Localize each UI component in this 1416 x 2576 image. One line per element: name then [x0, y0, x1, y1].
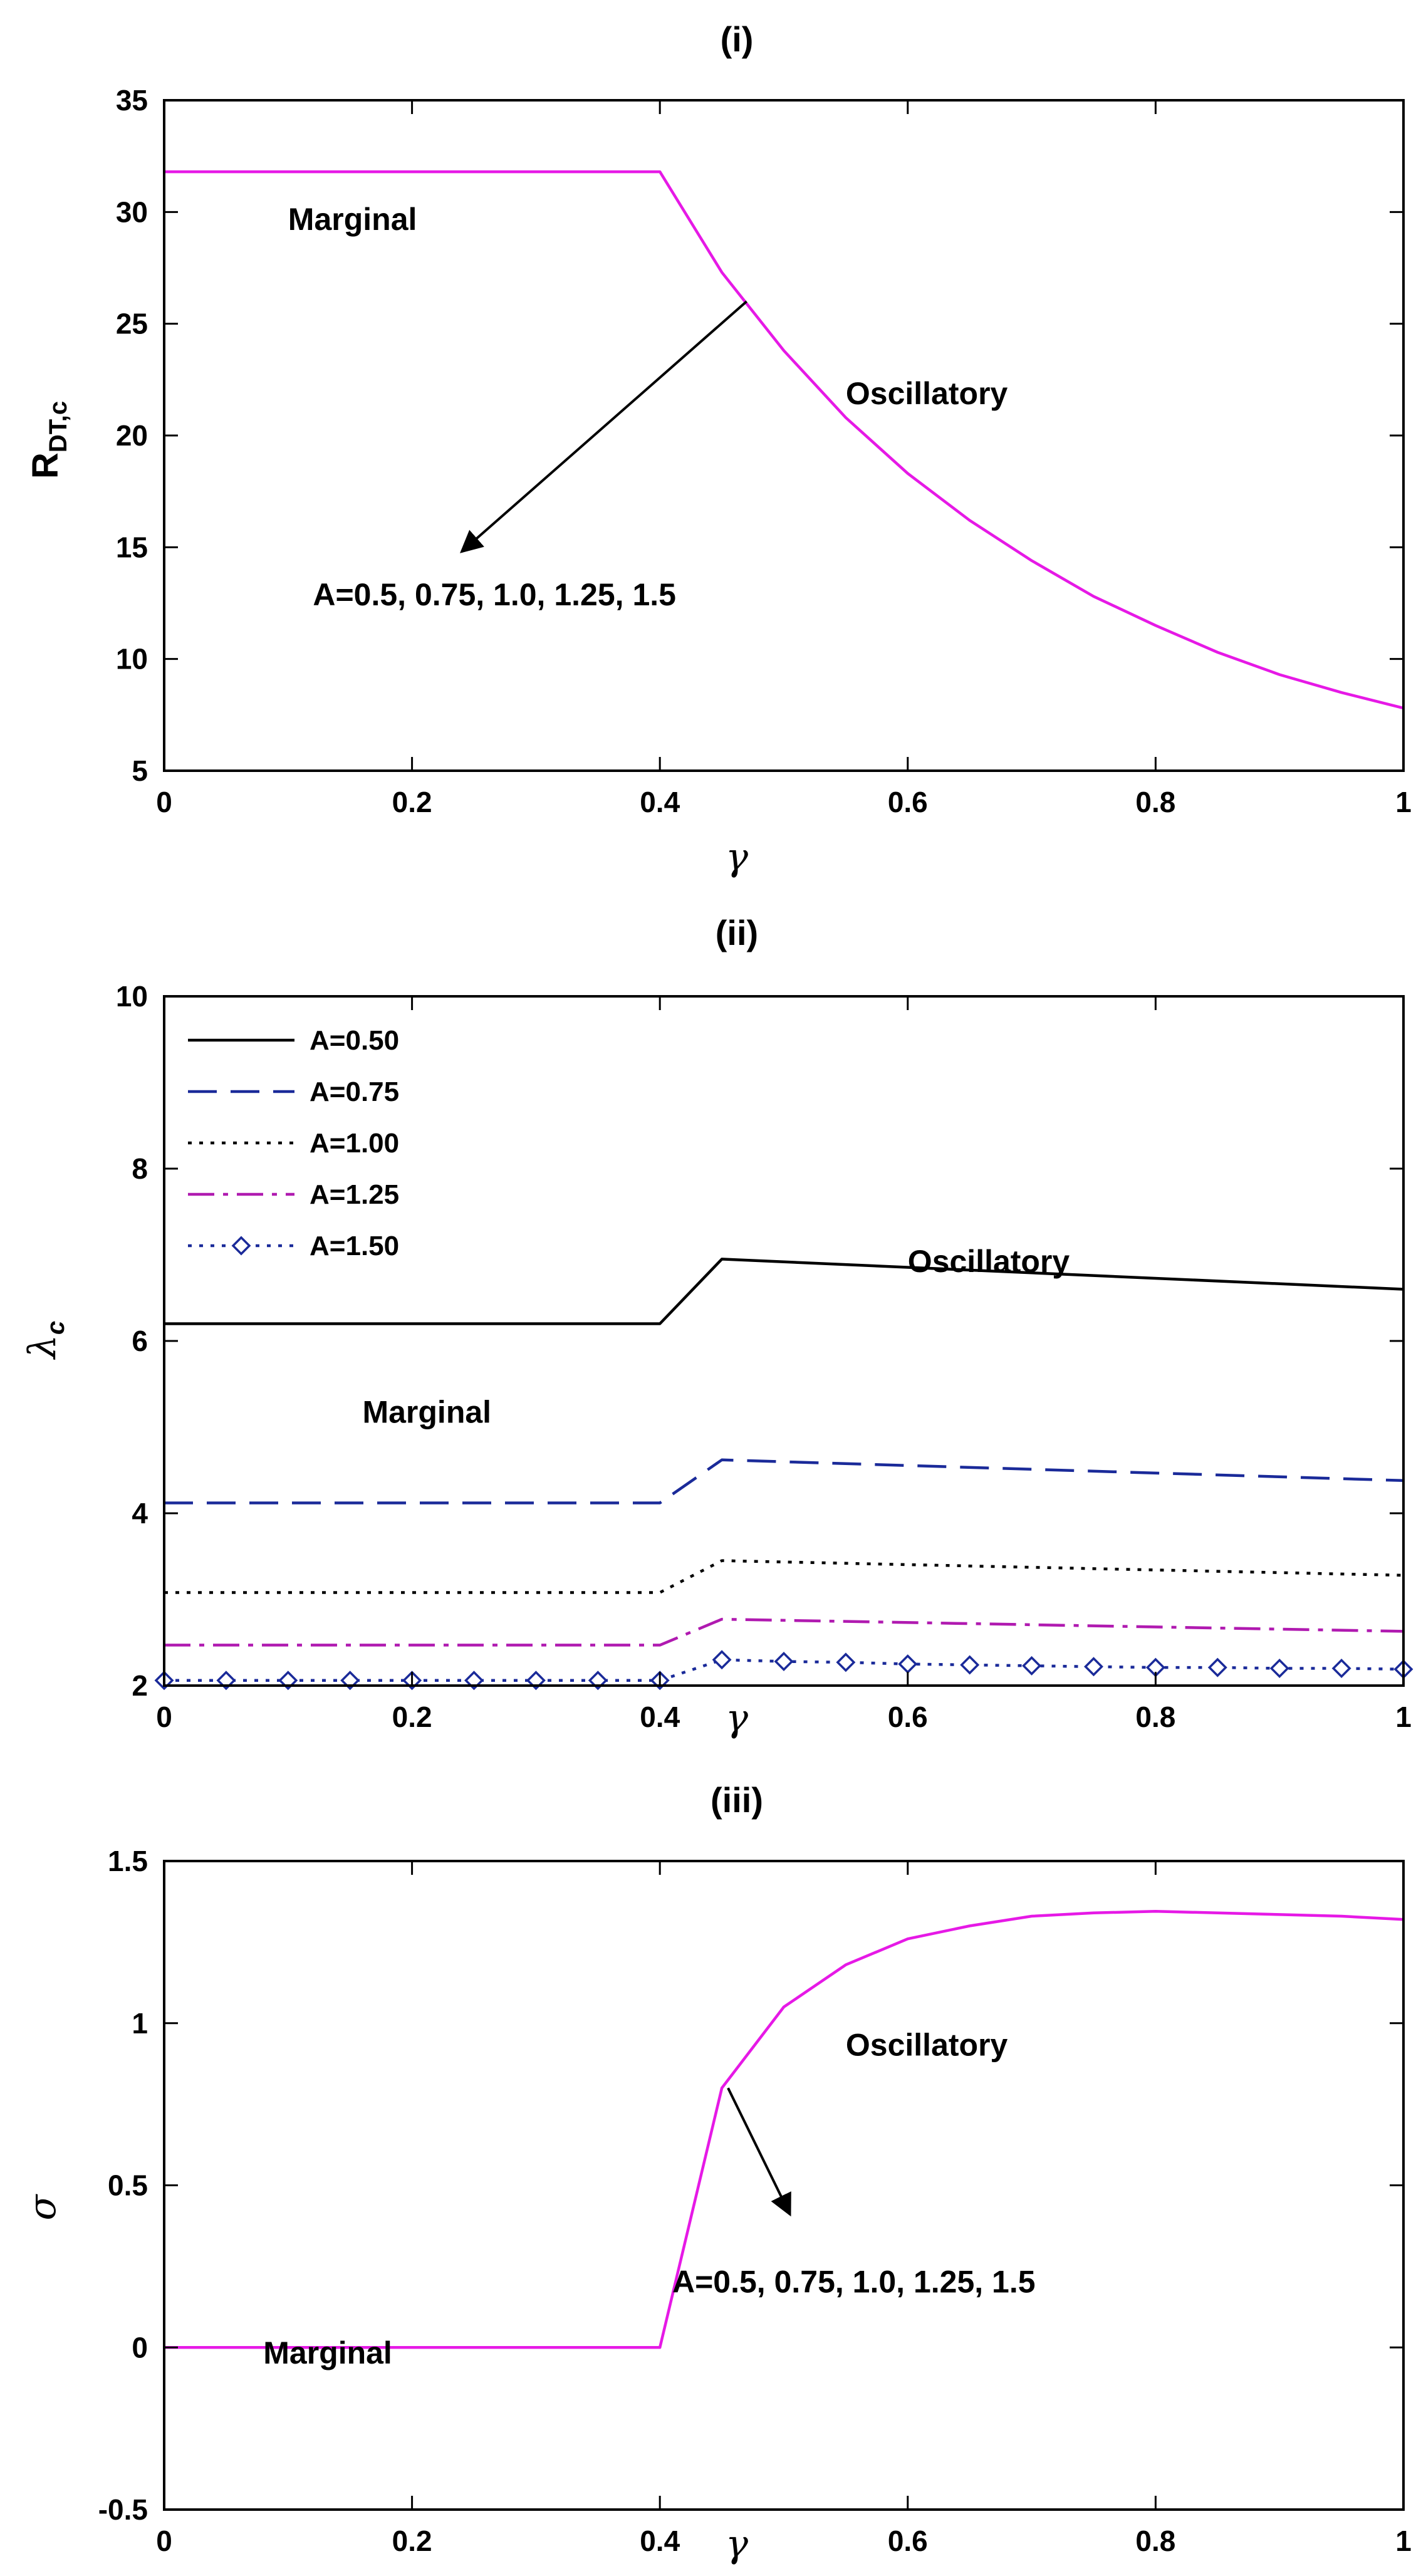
legend-label: A=0.50	[310, 1025, 399, 1056]
x-tick-label: 0.4	[640, 2525, 680, 2557]
series-line-0	[164, 170, 1404, 710]
series-line-3	[164, 1617, 1404, 1647]
x-axis-label: γ	[726, 2522, 748, 2566]
y-tick-label: 0	[132, 2331, 148, 2364]
x-tick-label: 0.6	[888, 786, 928, 818]
annotation-arrow	[460, 300, 747, 553]
x-tick-label: 0.6	[888, 2525, 928, 2557]
annotation: Marginal	[263, 2335, 392, 2370]
legend-marker	[231, 1236, 251, 1256]
x-tick-label: 0	[156, 1701, 172, 1733]
series-marker	[1207, 1657, 1227, 1677]
series-marker	[898, 1654, 918, 1674]
series-marker	[1269, 1659, 1289, 1678]
series-marker	[1331, 1659, 1351, 1678]
y-tick-label: 4	[132, 1497, 148, 1530]
axes-frame	[163, 1860, 1405, 2511]
legend-label: A=1.50	[310, 1231, 399, 1261]
y-tick-label: 10	[116, 980, 148, 1013]
annotation: Marginal	[362, 1395, 491, 1430]
x-tick-label: 0.2	[392, 2525, 432, 2557]
series-marker	[774, 1652, 794, 1671]
x-tick-label: 0.8	[1135, 2525, 1175, 2557]
y-axis-label-sub: c	[42, 1321, 70, 1335]
series-marker	[836, 1652, 856, 1672]
panel-title: (ii)	[716, 913, 758, 952]
y-tick-label: 20	[116, 419, 148, 452]
y-tick-label: 30	[116, 196, 148, 228]
panel-iii: (iii) σ γ 0 0.2 0.4 0.6 0.8 1-0.500.511.5Osci…	[21, 1780, 1412, 2566]
annotation: Marginal	[288, 202, 417, 237]
series-marker	[1022, 1656, 1042, 1676]
y-tick-label: 15	[116, 531, 148, 563]
x-tick-label: 1	[1395, 786, 1412, 818]
x-tick-label: 0.8	[1135, 786, 1175, 818]
x-tick-label: 0.4	[640, 786, 680, 818]
y-tick-label: 35	[116, 84, 148, 117]
y-axis-label-sub: DT,c	[44, 401, 72, 452]
annotation: Oscillatory	[846, 2028, 1008, 2063]
legend-label: A=1.00	[310, 1128, 399, 1159]
y-axis-label: σ	[21, 2193, 65, 2220]
series-line-0	[164, 1258, 1404, 1325]
y-tick-label: 1	[132, 2007, 148, 2040]
x-tick-label: 0	[156, 786, 172, 818]
y-tick-label: 25	[116, 308, 148, 340]
x-tick-label: 1	[1395, 2525, 1412, 2557]
x-axis-label: γ	[726, 1696, 748, 1740]
x-tick-label: 0.2	[392, 1701, 432, 1733]
y-axis-label: RDT,c	[25, 401, 72, 479]
y-axis-label-main: R	[25, 452, 66, 479]
legend-label: A=1.25	[310, 1179, 399, 1210]
panel-ii: (ii) λc γ 0 0.2 0.4 0.6 0.8 1 2 4 6 8 10 Oscillator…	[21, 913, 1413, 1740]
panel-title: (iii)	[711, 1780, 763, 1820]
x-axis-label: γ	[726, 835, 748, 879]
annotation-arrow	[727, 2087, 791, 2217]
panel-i: (i) RDT,c γ 0 0.2 0.4 0.6 0.8 15101520253035M…	[25, 19, 1412, 879]
y-tick-label: 1.5	[108, 1845, 148, 1877]
x-tick-label: 0.6	[888, 1701, 928, 1733]
series-line-2	[164, 1559, 1404, 1594]
annotation: A=0.5, 0.75, 1.0, 1.25, 1.5	[672, 2264, 1036, 2299]
y-axis-label-main: λ	[21, 1335, 65, 1360]
annotation: Oscillatory	[846, 376, 1008, 411]
series-marker	[712, 1650, 732, 1670]
x-tick-label: 0	[156, 2525, 172, 2557]
annotation: Oscillatory	[908, 1244, 1070, 1279]
y-tick-label: 0.5	[108, 2169, 148, 2202]
series-marker	[960, 1655, 980, 1675]
y-tick-label: 8	[132, 1152, 148, 1185]
y-tick-label: -0.5	[98, 2493, 148, 2526]
panel-title: (i)	[721, 19, 754, 59]
legend-label: A=0.75	[310, 1077, 399, 1107]
series-line-0	[164, 1909, 1404, 2349]
axes-frame	[163, 99, 1405, 772]
y-tick-label: 5	[132, 754, 148, 787]
series-line-1	[164, 1458, 1404, 1504]
y-tick-label: 2	[132, 1669, 148, 1702]
y-tick-label: 10	[116, 643, 148, 675]
x-tick-label: 1	[1395, 1701, 1412, 1733]
x-tick-label: 0.8	[1135, 1701, 1175, 1733]
x-tick-label: 0.4	[640, 1701, 680, 1733]
series-marker	[1084, 1657, 1103, 1677]
annotation: A=0.5, 0.75, 1.0, 1.25, 1.5	[313, 577, 676, 612]
y-tick-label: 6	[132, 1325, 148, 1357]
x-tick-label: 0.2	[392, 786, 432, 818]
y-axis-label: λc	[21, 1321, 70, 1360]
